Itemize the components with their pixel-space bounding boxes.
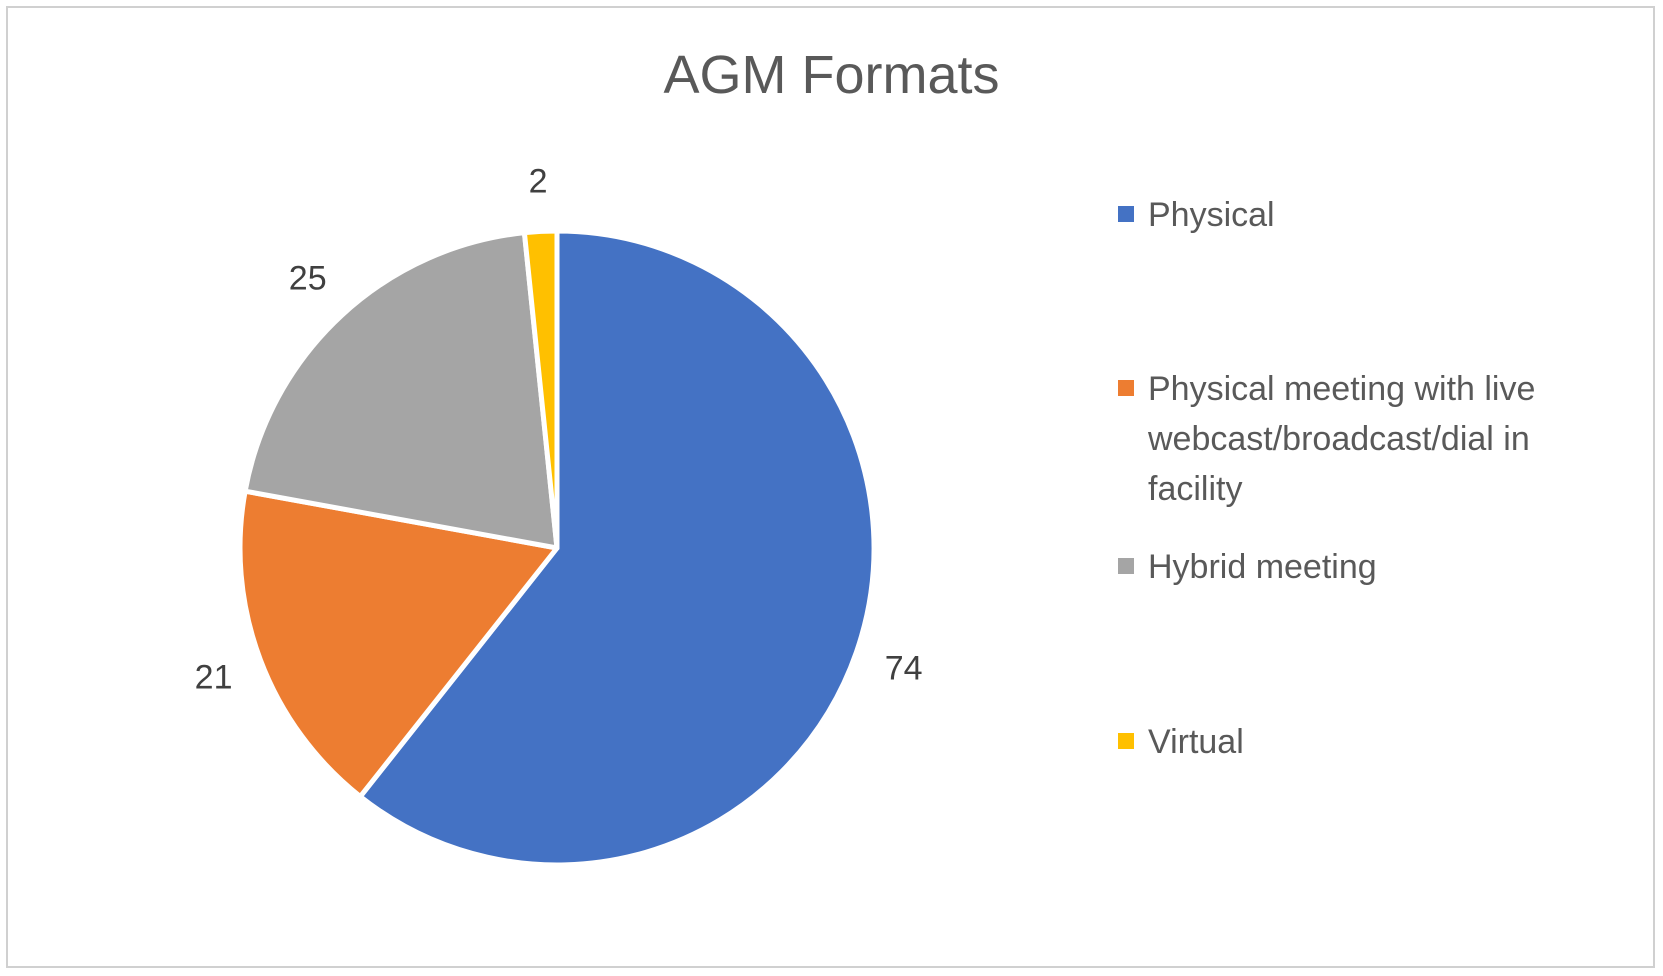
legend-item-hybrid: Hybrid meeting bbox=[1118, 542, 1618, 592]
legend-swatch bbox=[1118, 380, 1134, 396]
data-label-physical-webcast: 21 bbox=[195, 658, 233, 696]
legend-label: Virtual bbox=[1148, 723, 1244, 761]
data-label-physical: 74 bbox=[885, 650, 923, 688]
legend-item-virtual: Virtual bbox=[1118, 717, 1618, 767]
pie-slice-physical-webcast bbox=[237, 488, 560, 800]
data-label-virtual: 2 bbox=[529, 162, 548, 200]
pie-slice-physical bbox=[357, 228, 877, 868]
legend-label: Physical meeting with live webcast/broad… bbox=[1148, 370, 1536, 508]
legend-swatch bbox=[1118, 206, 1134, 222]
legend-item-physical: Physical bbox=[1118, 190, 1618, 240]
legend-label: Hybrid meeting bbox=[1148, 548, 1377, 586]
chart-title: AGM Formats bbox=[663, 45, 1000, 105]
legend-item-physical-webcast: Physical meeting with live webcast/broad… bbox=[1118, 364, 1618, 514]
data-label-hybrid: 25 bbox=[289, 260, 327, 298]
pie-slice-virtual bbox=[521, 228, 560, 551]
legend-swatch bbox=[1118, 733, 1134, 749]
legend-label: Physical bbox=[1148, 196, 1275, 234]
legend-swatch bbox=[1118, 558, 1134, 574]
pie-slice-hybrid bbox=[242, 230, 560, 551]
